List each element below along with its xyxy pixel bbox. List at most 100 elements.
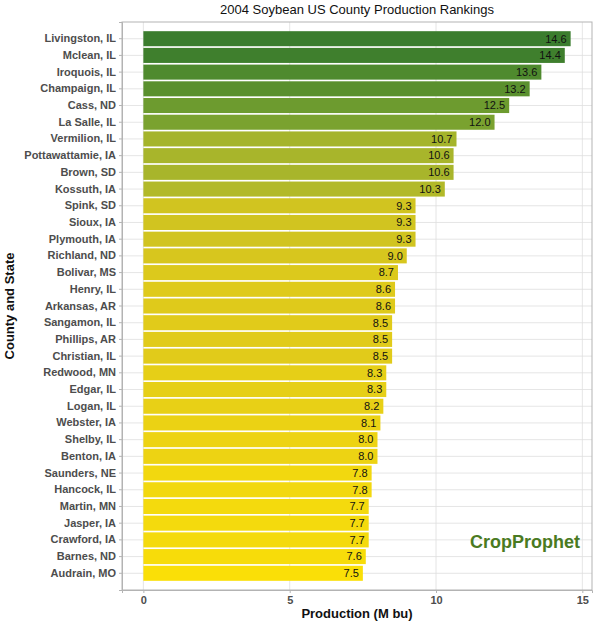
tick: Sioux, IA [69,216,122,228]
bar [143,298,395,313]
tick-mark [119,539,122,540]
tick-mark [119,72,122,73]
tick-label: Spink, SD [65,199,116,211]
bar [143,182,444,197]
data-label: 7.7 [349,517,364,529]
tick-label: Barnes, ND [57,550,116,562]
tick-mark [582,590,583,593]
tick: Pottawattamie, IA [24,149,122,161]
tick-label: Jasper, IA [64,517,116,529]
tick-label: Webster, IA [56,416,116,428]
tick: Crawford, IA [51,533,122,545]
tick-label: Phillips, AR [55,333,116,345]
tick-label: Pottawattamie, IA [24,149,116,161]
tick-mark [119,205,122,206]
tick-label: Henry, IL [70,283,117,295]
tick-label: Christian, IL [52,350,116,362]
tick: Phillips, AR [55,333,122,345]
tick-mark [436,590,437,593]
bar [143,65,541,80]
x-axis: 051015 [123,590,593,606]
bar [143,499,368,514]
tick: Redwood, MN [43,366,122,378]
bar [143,48,564,63]
data-label: 12.5 [484,99,505,111]
tick: Plymouth, IA [49,233,122,245]
data-labels: 14.614.413.613.212.512.010.710.610.610.3… [344,33,567,580]
data-label: 10.3 [419,183,440,195]
tick-label: Shelby, IL [65,433,116,445]
data-label: 14.6 [545,33,566,45]
data-label: 8.3 [367,367,382,379]
data-label: 9.3 [396,200,411,212]
tick: Barnes, ND [57,550,122,562]
data-label: 8.0 [358,450,373,462]
tick-label: Benton, IA [61,450,116,462]
tick: Kossuth, IA [55,183,122,195]
bar [143,332,392,347]
tick-mark [119,222,122,223]
bar [143,399,383,414]
tick-mark [119,88,122,89]
data-label: 14.4 [539,49,560,61]
tick-label: Vermilion, IL [51,132,117,144]
bar [143,482,371,497]
data-label: 9.0 [387,250,402,262]
tick-mark [119,122,122,123]
bar [143,148,453,163]
tick-label: Audrain, MO [51,567,117,579]
bar [143,215,415,230]
tick-mark [290,590,291,593]
tick-label: Livingston, IL [45,32,117,44]
data-label: 8.6 [376,283,391,295]
tick: 10 [430,590,442,606]
tick-label: Brown, SD [60,166,116,178]
tick-label: Sangamon, IL [44,316,116,328]
data-label: 13.6 [516,66,537,78]
tick-mark [119,439,122,440]
tick-mark [119,272,122,273]
data-label: 12.0 [469,116,490,128]
tick-label: Richland, ND [48,249,117,261]
bar [143,232,415,247]
data-label: 9.3 [396,233,411,245]
data-label: 8.3 [367,383,382,395]
data-label: 10.6 [428,149,449,161]
plot-frame [122,22,592,590]
tick: 15 [577,590,589,606]
data-label: 7.7 [349,534,364,546]
bar [143,466,371,481]
tick: Livingston, IL [45,32,123,44]
tick-mark [119,339,122,340]
tick: Cass, ND [68,99,122,111]
tick-mark [119,573,122,574]
title: 2004 Soybean US County Production Rankin… [220,2,494,17]
tick-mark [119,372,122,373]
tick: Webster, IA [56,416,122,428]
bar [143,131,456,146]
y-axis: Livingston, ILMclean, ILIroquois, ILCham… [24,23,122,591]
tick-label: Edgar, IL [70,383,117,395]
data-label: 7.5 [344,567,359,579]
data-label: 7.7 [349,500,364,512]
data-label: 9.3 [396,216,411,228]
tick: Sangamon, IL [44,316,122,328]
tick: Mclean, IL [63,49,122,61]
data-label: 8.7 [379,266,394,278]
tick-mark [119,389,122,390]
axis-line [119,23,123,591]
y-axis-title: County and State [2,253,17,360]
tick-label: Martin, MN [60,500,116,512]
tick-mark [119,356,122,357]
tick-mark [119,55,122,56]
tick-mark [119,406,122,407]
tick: Vermilion, IL [51,132,122,144]
data-label: 7.8 [352,484,367,496]
bar [143,349,392,364]
x-axis-title: Production (M bu) [301,606,412,621]
bar [143,81,529,96]
tick-label: La Salle, IL [59,116,117,128]
tick-label: Bolivar, MS [57,266,116,278]
tick: Spink, SD [65,199,122,211]
tick-label: Arkansas, AR [45,300,116,312]
